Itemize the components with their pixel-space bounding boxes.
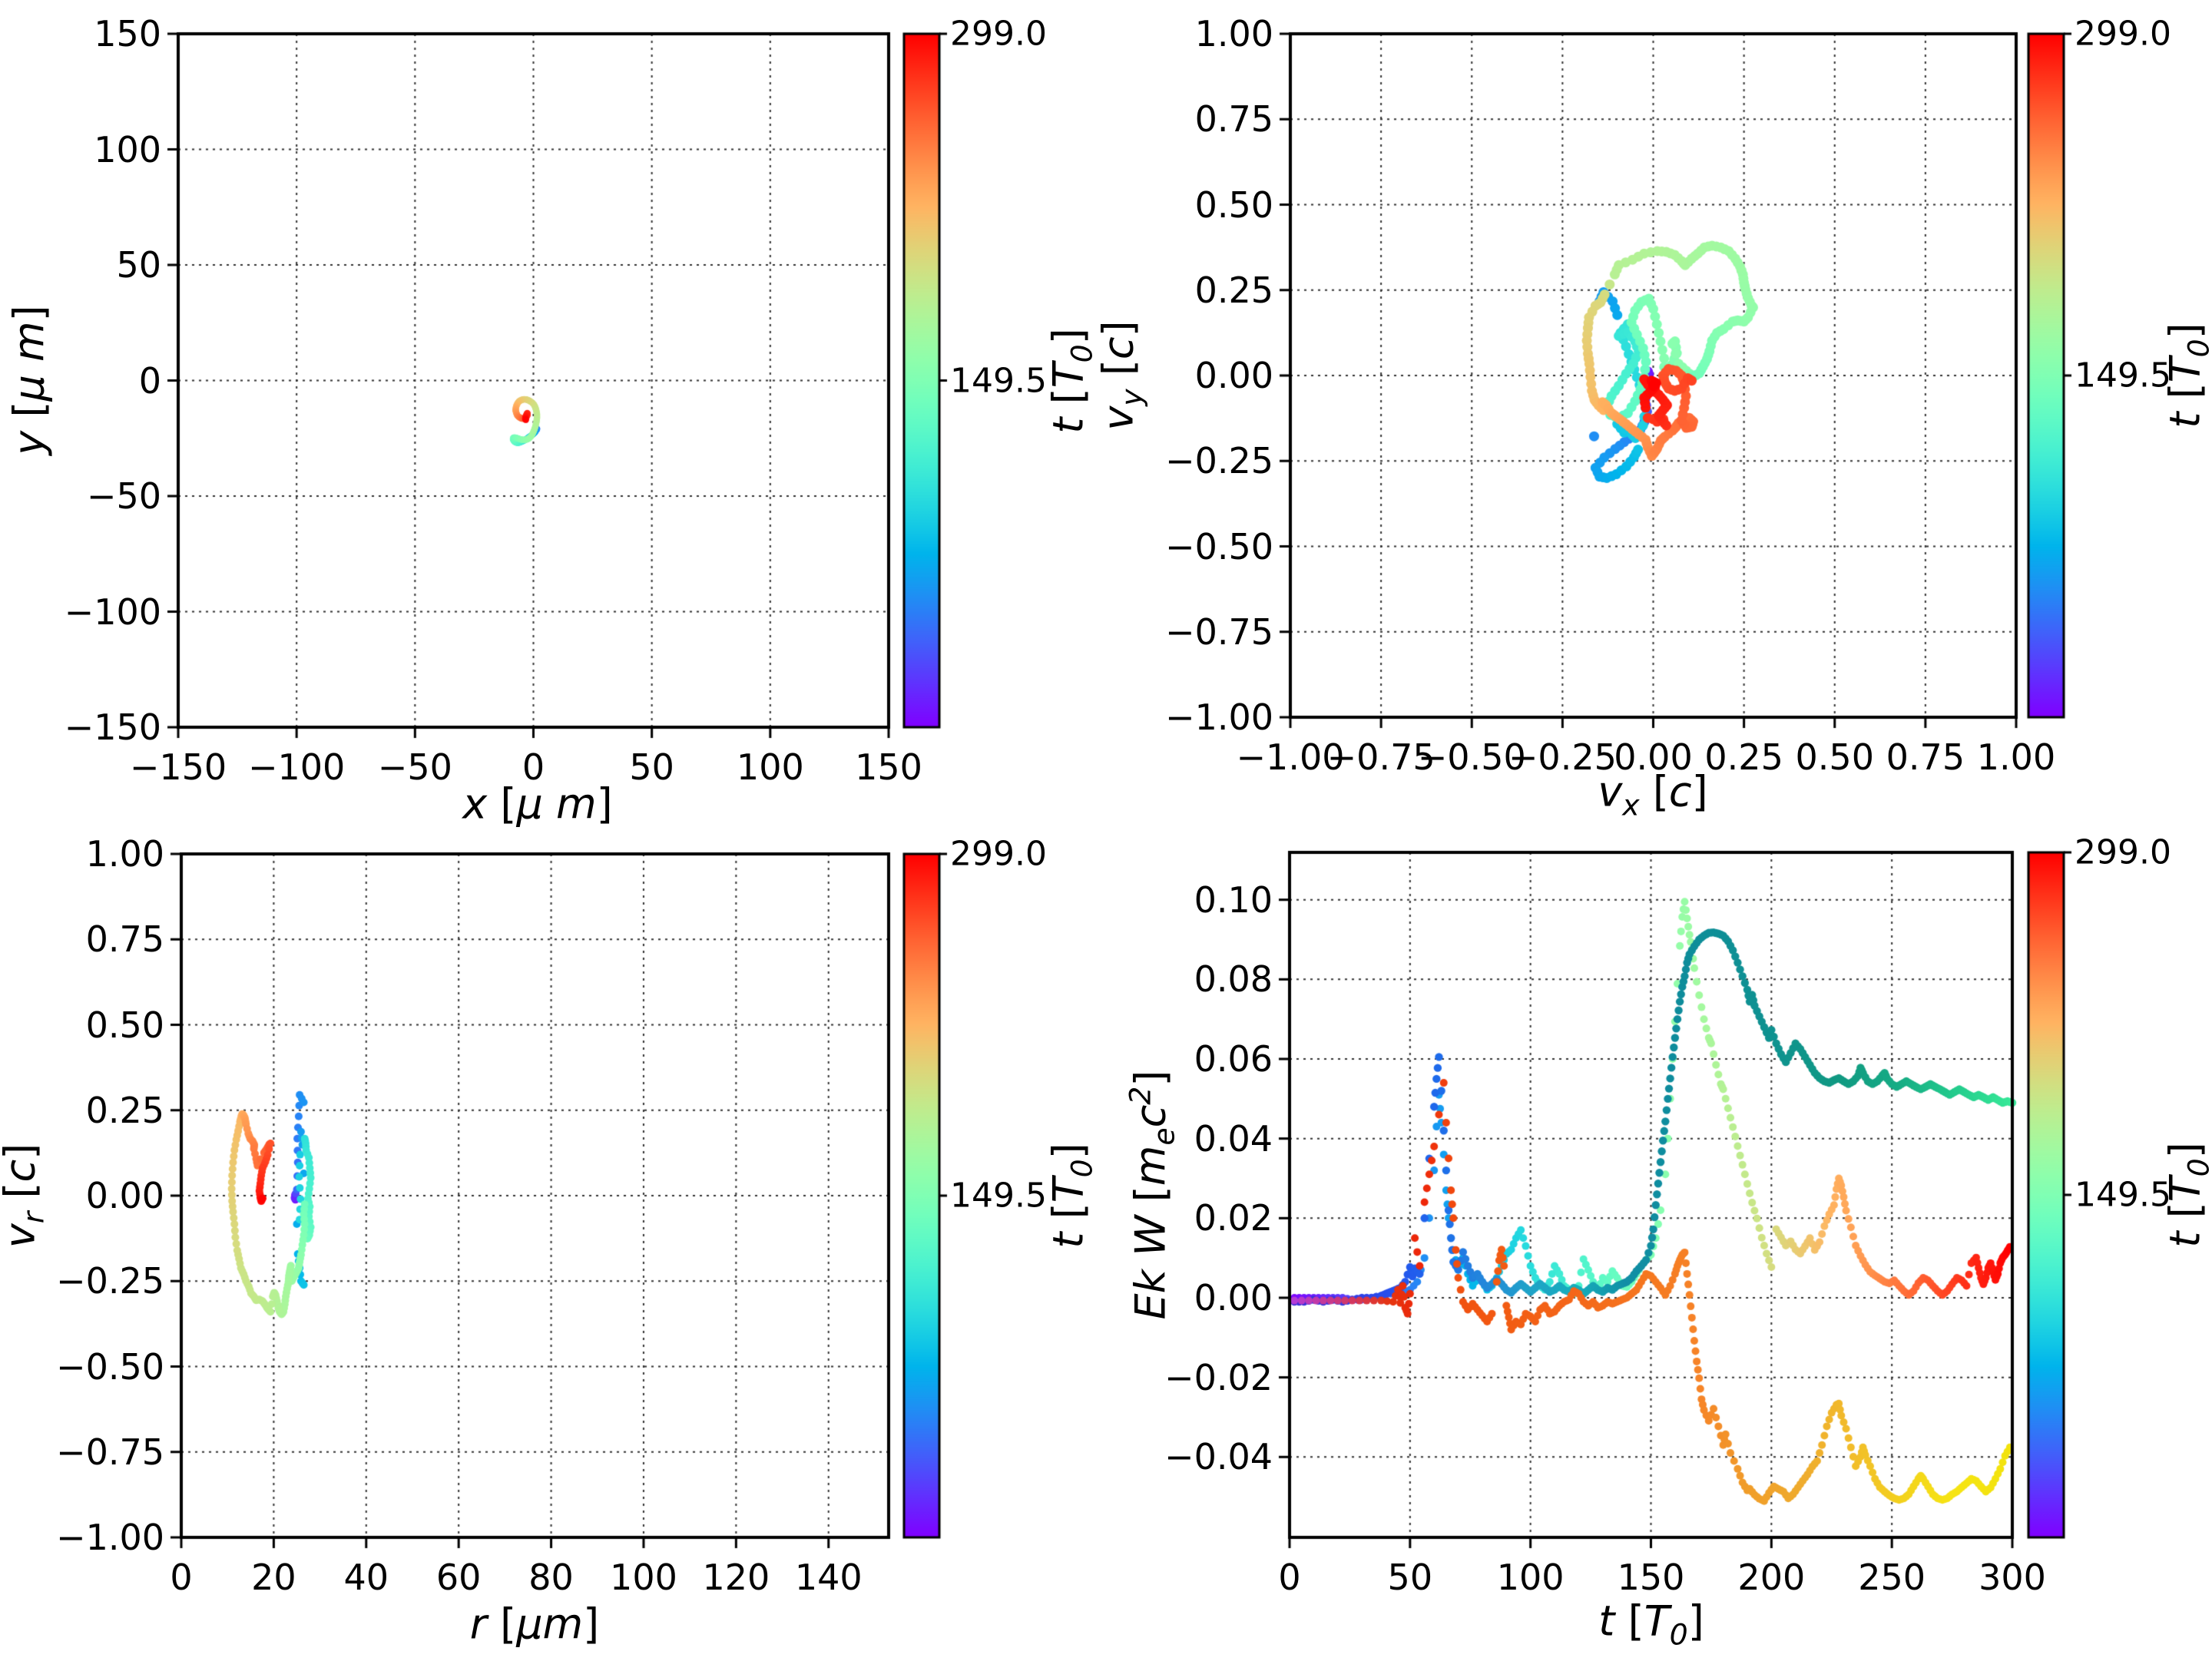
figure: x [μ m] y [μ m] vx [c] vy [c] r [μm] vr … (0, 0, 2212, 1671)
plots-canvas (0, 0, 2212, 1671)
